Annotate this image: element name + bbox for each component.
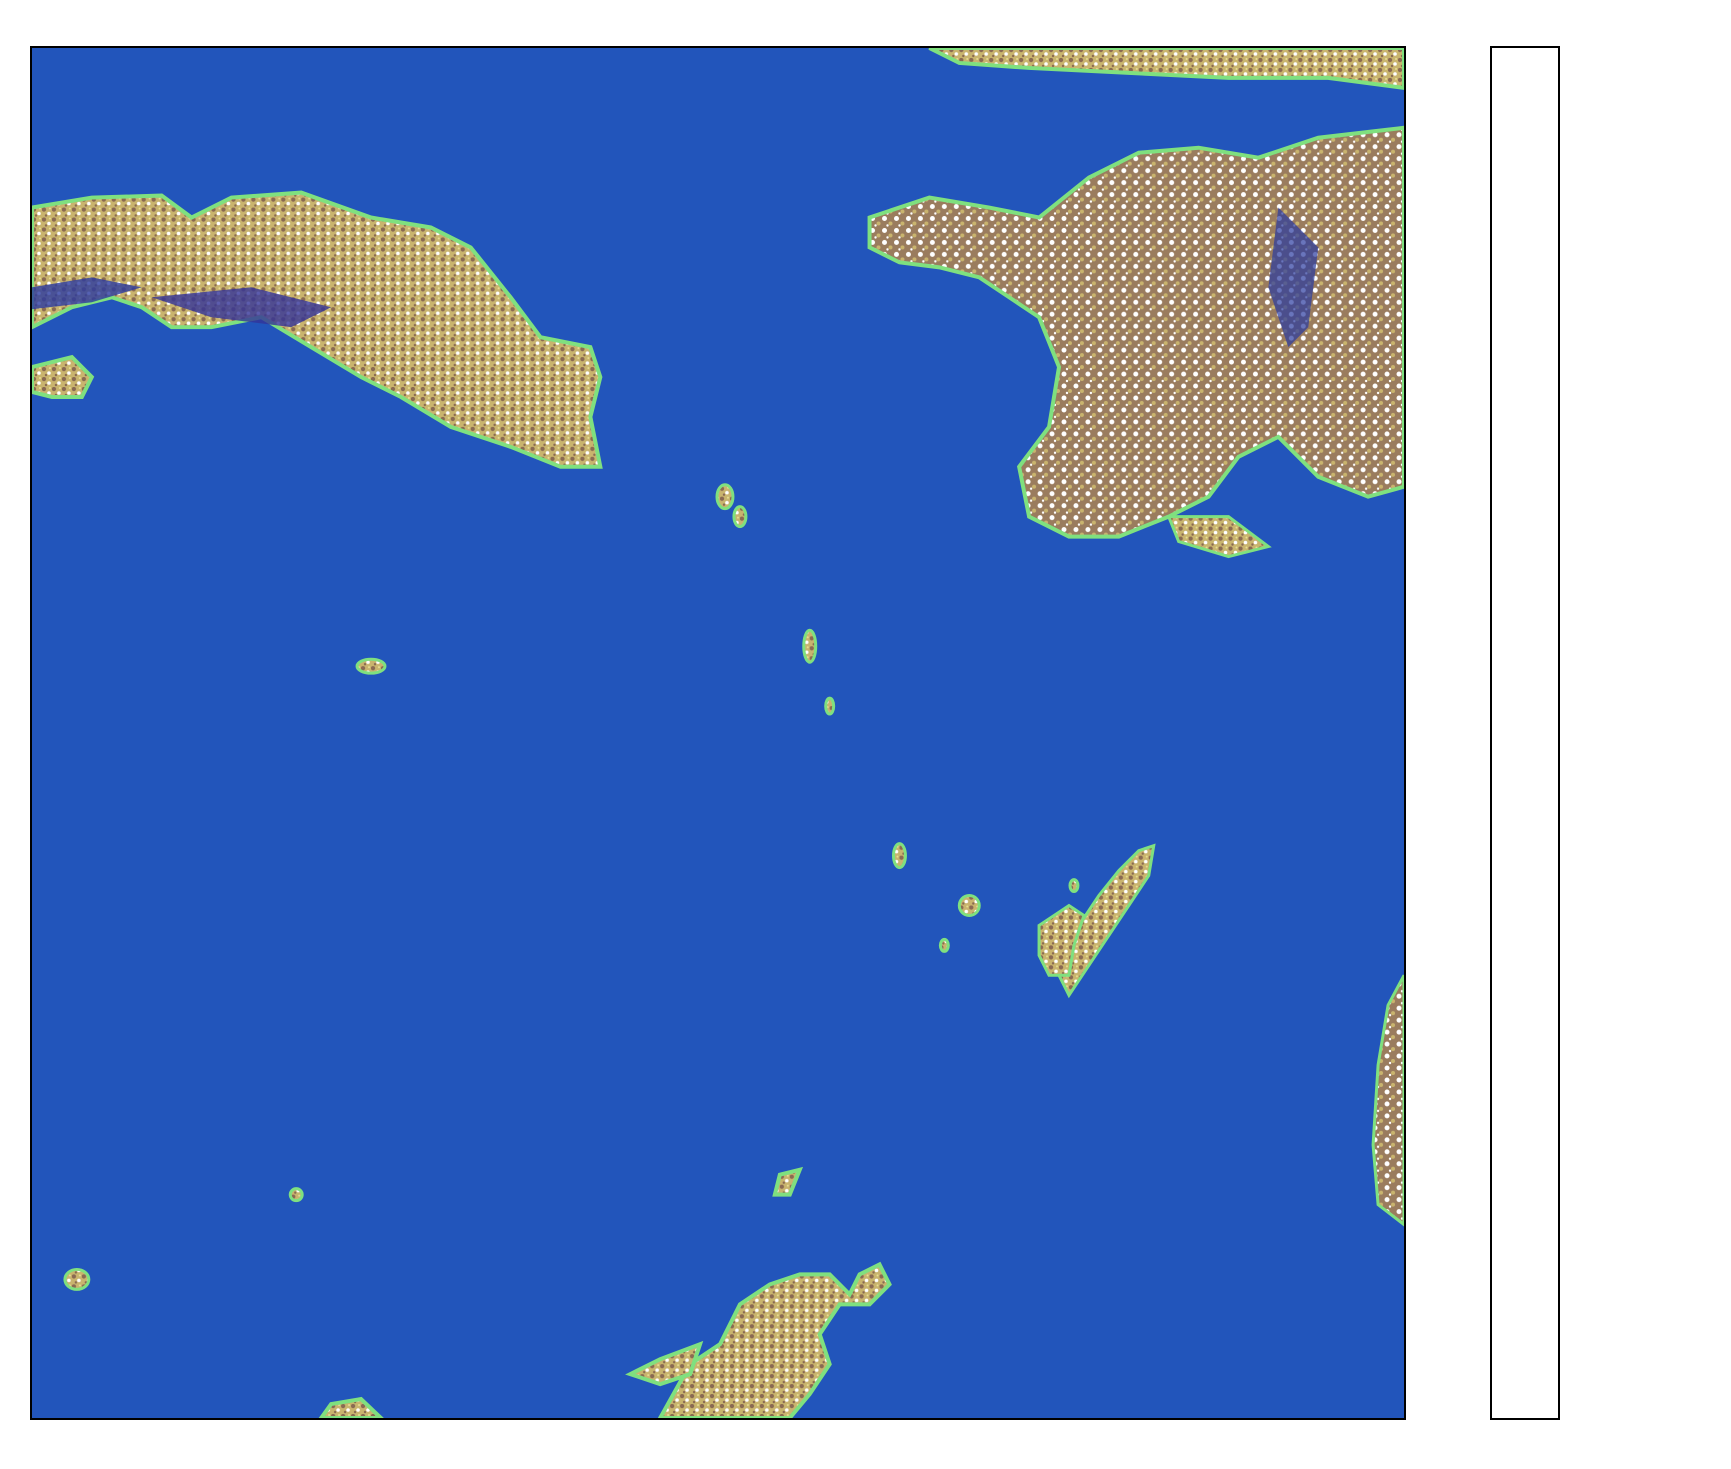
islands-central: [63, 483, 1156, 1291]
landmass-northeast: [867, 48, 1404, 539]
inland-lowland: [151, 287, 332, 328]
elevation-raster: [32, 48, 1404, 1418]
elevation-map: [30, 46, 1406, 1420]
landmass-south: [318, 1166, 892, 1418]
colorbar: [1490, 46, 1560, 1420]
landmass-east-edge: [1371, 974, 1404, 1227]
landmass-northwest: [32, 190, 603, 469]
